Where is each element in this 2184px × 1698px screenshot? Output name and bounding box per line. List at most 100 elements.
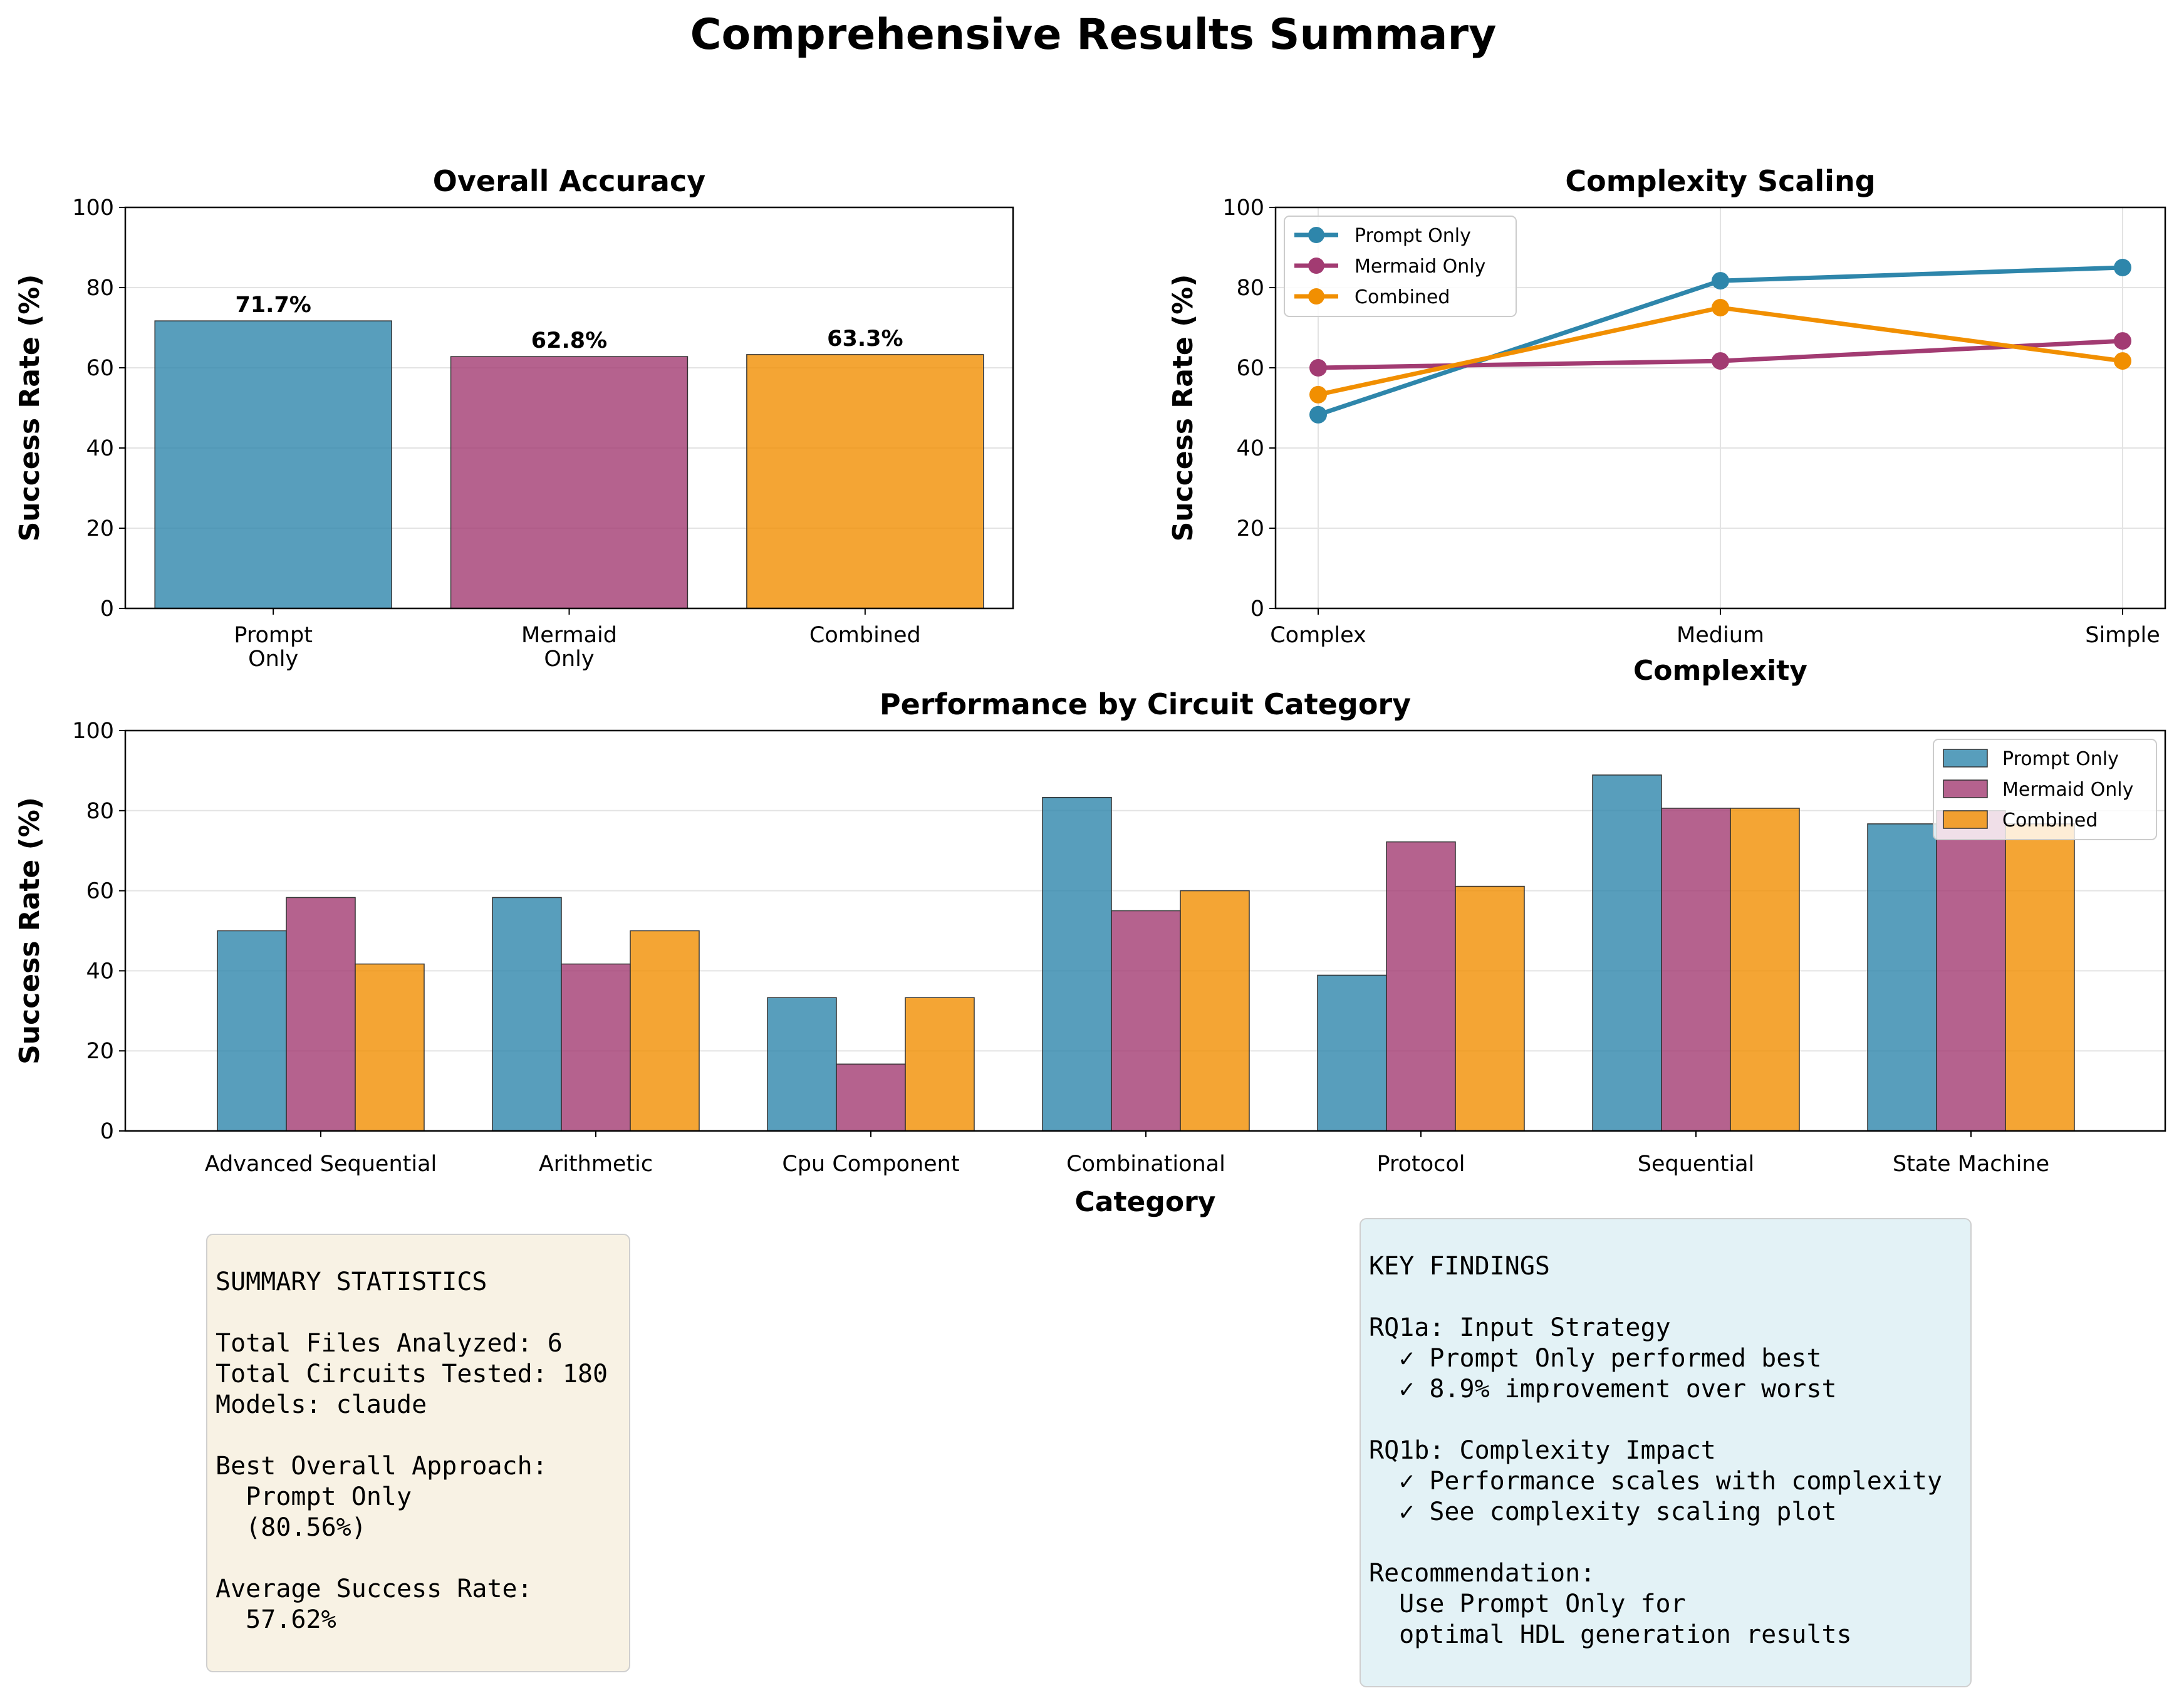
complexity-point [1712, 299, 1729, 316]
category-bar [767, 997, 837, 1132]
overall-ytick-label: 60 [86, 356, 114, 381]
category-bar [1042, 796, 1112, 1132]
complexity-ytick-label: 100 [1222, 195, 1264, 221]
key-findings-box-line: Use Prompt Only for [1369, 1590, 1686, 1618]
category-bar [905, 997, 975, 1132]
category-legend-box [1933, 739, 2157, 840]
category-bar [1111, 910, 1181, 1132]
key-findings-box-line: RQ1a: Input Strategy [1369, 1313, 1671, 1342]
category-xtick-label: Advanced Sequential [205, 1152, 437, 1177]
overall-frame [124, 206, 1014, 610]
category-bar [1180, 890, 1250, 1132]
key-findings-box-line: ✓ Performance scales with complexity [1369, 1467, 1942, 1496]
complexity-point [1712, 272, 1729, 290]
category-xtick-label: Cpu Component [782, 1152, 959, 1177]
overall-xtick-label: Prompt [234, 623, 313, 648]
category-legend-swatch [1943, 810, 1988, 829]
key-findings-box: KEY FINDINGS RQ1a: Input Strategy ✓ Promp… [1360, 1218, 1972, 1687]
category-legend: Prompt Only Mermaid Only Combined [1933, 739, 2157, 840]
overall-ytick-label: 0 [100, 596, 114, 622]
category-bar [1730, 808, 1800, 1132]
key-findings-box-line: Recommendation: [1369, 1559, 1595, 1588]
category-ytick-label: 20 [86, 1039, 114, 1064]
category-legend-label: Prompt Only [2002, 748, 2119, 770]
category-bar [561, 963, 631, 1132]
category-bar [286, 897, 356, 1132]
category-bar [1386, 841, 1456, 1132]
summary-statistics-box-line: SUMMARY STATISTICS [216, 1268, 487, 1296]
category-legend-label: Combined [2002, 810, 2098, 831]
complexity-xtick-label: Complex [1270, 623, 1366, 648]
summary-statistics-box-line: Prompt Only [216, 1482, 412, 1511]
category-ytick-label: 80 [86, 799, 114, 824]
overall-xtick-label: Only [544, 647, 594, 672]
summary-statistics-box-background [206, 1234, 630, 1672]
complexity-title: Complexity Scaling [1565, 164, 1875, 198]
complexity-legend-label: Combined [1355, 286, 1450, 308]
key-findings-box-line: ✓ 8.9% improvement over worst [1369, 1375, 1837, 1404]
complexity-ytick-label: 0 [1251, 596, 1264, 622]
overall-title: Overall Accuracy [433, 164, 705, 198]
complexity-frame [1274, 206, 2166, 610]
category-xtick-label: Sequential [1638, 1152, 1754, 1177]
overall-ytick-label: 20 [86, 516, 114, 541]
overall-ylabel: Success Rate (%) [14, 274, 46, 542]
overall-ytick-label: 80 [86, 276, 114, 301]
figure-suptitle: Comprehensive Results Summary [690, 10, 1497, 60]
category-bar [355, 963, 425, 1132]
category-bar [1592, 774, 1662, 1132]
summary-statistics-box-line: Total Circuits Tested: 180 [216, 1360, 608, 1388]
category-ytick-label: 0 [100, 1119, 114, 1144]
overall-value-label: 62.8% [531, 328, 607, 353]
category-bar [1867, 823, 1937, 1132]
complexity-legend-label: Mermaid Only [1355, 256, 1485, 278]
category-xlabel: Category [1075, 1186, 1216, 1218]
complexity-ytick-label: 20 [1236, 516, 1264, 541]
key-findings-box-line: KEY FINDINGS [1369, 1252, 1550, 1281]
overall-value-label: 71.7% [235, 293, 311, 318]
complexity-xtick-label: Simple [2085, 623, 2160, 648]
complexity-point [1309, 385, 1327, 404]
complexity-legend: Prompt Only Mermaid Only Combined [1284, 216, 1517, 317]
category-xtick-label: Protocol [1376, 1152, 1465, 1177]
overall-bar [154, 320, 392, 609]
summary-statistics-box-line: Total Files Analyzed: 6 [216, 1329, 563, 1358]
overall-bar [746, 354, 984, 609]
key-findings-box-line: RQ1b: Complexity Impact [1369, 1436, 1716, 1465]
complexity-point [2114, 352, 2131, 370]
category-chart: 0 20 40 60 80 100 Advanced Sequential Arithmeti… [14, 687, 2166, 1218]
complexity-legend-marker [1308, 288, 1324, 305]
key-findings-box-line: ✓ Prompt Only performed best [1369, 1344, 1821, 1373]
category-ylabel: Success Rate (%) [14, 797, 46, 1065]
complexity-legend-marker [1308, 258, 1324, 274]
category-bar [836, 1063, 906, 1132]
category-ytick-label: 60 [86, 879, 114, 904]
category-bar [1661, 808, 1731, 1132]
category-xtick-label: Arithmetic [539, 1152, 653, 1177]
complexity-legend-box [1284, 216, 1517, 317]
complexity-point [1309, 359, 1327, 377]
key-findings-box-line: ✓ See complexity scaling plot [1369, 1497, 1837, 1526]
overall-ytick-label: 40 [86, 436, 114, 461]
complexity-legend-label: Prompt Only [1355, 225, 1471, 247]
category-bar [1317, 974, 1387, 1132]
summary-statistics-box-line: Models: claude [216, 1390, 427, 1419]
overall-ytick-label: 100 [72, 195, 114, 221]
complexity-ylabel: Success Rate (%) [1167, 274, 1199, 542]
summary-statistics-box-line: 57.62% [216, 1605, 336, 1634]
category-bar [2005, 823, 2075, 1132]
category-legend-swatch [1943, 779, 1988, 798]
category-bar [630, 930, 700, 1132]
category-bar [1936, 810, 2006, 1132]
category-frame [124, 729, 2166, 1132]
key-findings-box-line: optimal HDL generation results [1369, 1620, 1852, 1649]
category-legend-label: Mermaid Only [2002, 779, 2133, 801]
complexity-ytick-label: 40 [1236, 436, 1264, 461]
complexity-scaling-chart: 0 20 40 60 80 100 Complex Medium Simple Prompt On… [1167, 164, 2166, 687]
overall-xtick-label: Mermaid [521, 623, 617, 648]
overall-bar [450, 356, 689, 609]
overall-value-label: 63.3% [827, 326, 903, 352]
complexity-point [1309, 405, 1327, 424]
category-xtick-label: Combinational [1066, 1152, 1225, 1177]
complexity-xlabel: Complexity [1633, 655, 1807, 687]
